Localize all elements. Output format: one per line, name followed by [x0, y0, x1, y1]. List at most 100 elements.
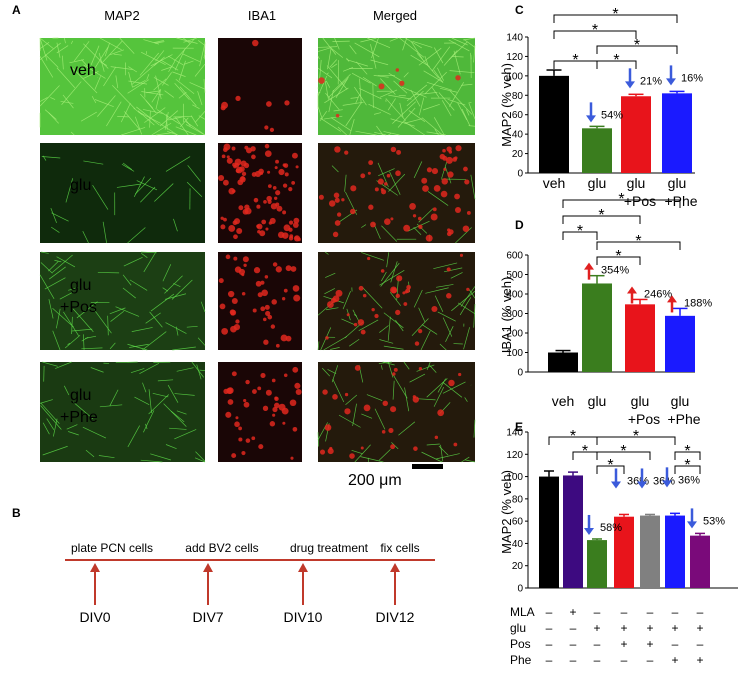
bar: [690, 535, 710, 588]
neurite: [349, 45, 357, 55]
neurite: [332, 73, 351, 93]
neurite: [90, 367, 104, 373]
row-label: glu: [70, 387, 91, 404]
annotation-arrowhead: [625, 81, 635, 89]
neurite: [338, 414, 361, 428]
neurite: [39, 56, 54, 78]
x-tick-label: glu: [588, 393, 607, 409]
significance-bracket: [596, 465, 625, 474]
neurite: [371, 37, 379, 59]
neurite: [354, 42, 380, 58]
microglia: [221, 327, 229, 335]
microglia: [272, 406, 278, 413]
treatment-name: glu: [510, 621, 526, 635]
neurite: [196, 364, 202, 380]
row-label: veh: [70, 62, 96, 79]
microglia: [290, 266, 297, 272]
microglia: [403, 302, 408, 306]
neurite: [366, 394, 383, 401]
significance-bracket: [596, 436, 676, 445]
micrograph-bg: [40, 362, 205, 462]
annotation-arrowhead: [584, 262, 594, 270]
annotation: 58%: [600, 522, 622, 534]
microglia: [231, 189, 236, 193]
microglia: [236, 228, 243, 235]
microglia: [363, 404, 371, 412]
microglia: [261, 219, 267, 225]
y-tick-label: 20: [512, 149, 524, 160]
microglia: [250, 146, 256, 152]
neurite: [120, 102, 131, 123]
microglia: [271, 299, 277, 305]
microglia: [288, 187, 293, 192]
neurite: [174, 393, 195, 396]
microglia: [257, 386, 262, 391]
microglia: [412, 214, 417, 218]
microglia: [447, 171, 454, 178]
neurite: [94, 99, 114, 108]
microglia: [272, 262, 278, 267]
neurite: [413, 289, 423, 308]
neurite: [190, 115, 199, 127]
neurite: [372, 83, 374, 108]
y-tick-label: 100: [506, 71, 523, 82]
neurite: [142, 109, 163, 114]
neurite: [157, 379, 174, 382]
neurite: [131, 63, 157, 85]
microglia: [440, 190, 448, 198]
neurite: [116, 183, 141, 188]
neurite: [150, 453, 172, 461]
neurite: [83, 43, 109, 69]
panel-label: C: [515, 3, 524, 17]
neurite: [461, 83, 473, 86]
neurite: [42, 361, 58, 367]
timeline-event: drug treatment: [290, 541, 369, 555]
microglia: [452, 157, 458, 162]
microglia: [259, 230, 266, 237]
neurite: [428, 364, 437, 373]
micrograph: [218, 362, 302, 462]
neurite: [175, 78, 195, 95]
significance-star: *: [592, 22, 598, 39]
microglia: [228, 225, 236, 232]
neurite: [136, 180, 158, 191]
neurite: [317, 75, 328, 97]
neurite: [413, 161, 423, 179]
x-tick-label: glu: [668, 175, 687, 191]
neurite: [176, 367, 194, 372]
neurite: [134, 116, 142, 135]
treatment-sign: –: [570, 637, 577, 651]
microglia: [251, 436, 256, 441]
neurite: [379, 89, 398, 98]
microglia: [425, 234, 433, 242]
microglia: [349, 453, 355, 459]
neurite: [370, 59, 389, 66]
neurite: [59, 291, 74, 300]
microglia: [293, 294, 301, 302]
neurite: [164, 275, 183, 294]
neurite: [136, 106, 160, 126]
annotation-arrowhead: [667, 295, 677, 303]
neurite: [76, 301, 98, 319]
neurite: [424, 71, 447, 95]
treatment-sign: +: [569, 605, 576, 619]
microglia: [354, 365, 361, 371]
microglia: [282, 183, 288, 188]
neurite: [368, 103, 391, 115]
microglia: [227, 290, 235, 298]
microglia: [466, 210, 471, 215]
neurite: [389, 37, 399, 42]
neurite: [203, 54, 206, 59]
neurite: [374, 132, 387, 136]
neurite: [422, 103, 440, 111]
neurite: [93, 309, 112, 334]
microglia: [437, 409, 445, 417]
microglia: [390, 217, 394, 221]
neurite: [327, 47, 332, 70]
microglia: [282, 210, 287, 215]
neurite: [155, 41, 165, 44]
microglia: [374, 187, 379, 192]
microglia: [219, 303, 226, 310]
neurite: [129, 279, 148, 291]
x-tick-label: glu: [588, 175, 607, 191]
